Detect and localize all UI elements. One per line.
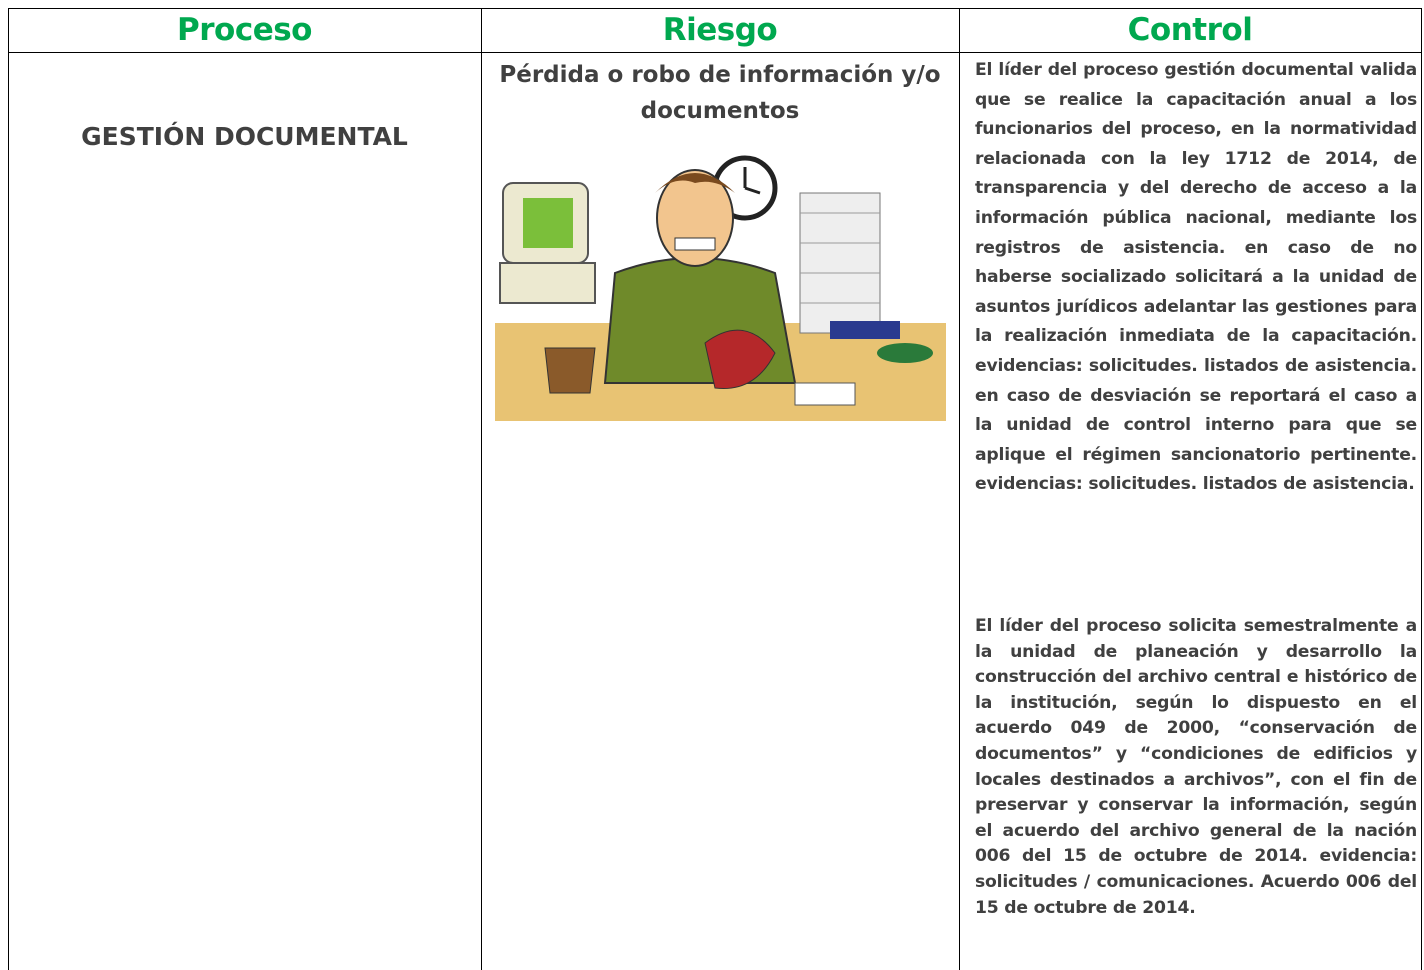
- table-border: [8, 52, 1422, 53]
- process-name: GESTIÓN DOCUMENTAL: [81, 122, 408, 151]
- control-paragraph: El líder del proceso gestión documental …: [975, 60, 1417, 495]
- table-border: [8, 8, 9, 970]
- column-header: Proceso: [177, 12, 312, 48]
- table-border: [1421, 8, 1422, 970]
- risk-illustration: [495, 153, 946, 421]
- column-header: Control: [1127, 12, 1253, 48]
- control-paragraph: El líder del proceso solicita semestralm…: [975, 616, 1417, 918]
- column-header: Riesgo: [662, 12, 778, 48]
- risk-title: Pérdida o robo de información y/o docume…: [499, 62, 941, 124]
- table-border: [959, 8, 960, 970]
- table-border: [481, 8, 482, 970]
- table-border: [8, 8, 1422, 9]
